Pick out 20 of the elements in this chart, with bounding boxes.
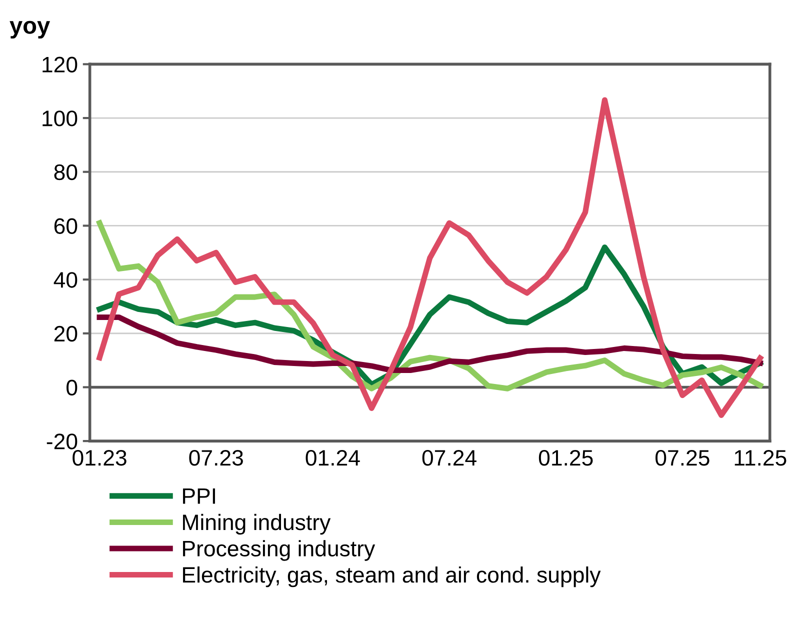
- x-tick-label: 11.25: [734, 450, 786, 466]
- legend-label: Mining industry: [183, 514, 331, 535]
- x-tick-label: 07.25: [656, 450, 710, 466]
- y-tick-label: -20: [46, 434, 78, 450]
- x-tick-label: 07.24: [422, 450, 476, 466]
- x-tick-label: 01.25: [538, 450, 593, 466]
- x-tick-label: 01.23: [72, 450, 126, 466]
- x-tick-label: 01.24: [306, 450, 360, 466]
- y-tick-label: 0: [66, 380, 78, 396]
- x-tick-label: 07.23: [189, 450, 243, 466]
- legend-label: PPI: [183, 488, 215, 504]
- legend-label: Processing industry: [183, 540, 376, 561]
- y-axis-title: yoy: [10, 20, 50, 39]
- legend-label: Electricity, gas, steam and air cond. supply: [183, 566, 601, 588]
- y-tick-label: 20: [54, 326, 78, 342]
- y-tick-label: 60: [54, 218, 78, 234]
- y-tick-label: 100: [42, 110, 78, 126]
- y-tick-label: 80: [54, 164, 78, 180]
- y-tick-label: 40: [54, 272, 78, 288]
- y-tick-label: 120: [42, 56, 78, 72]
